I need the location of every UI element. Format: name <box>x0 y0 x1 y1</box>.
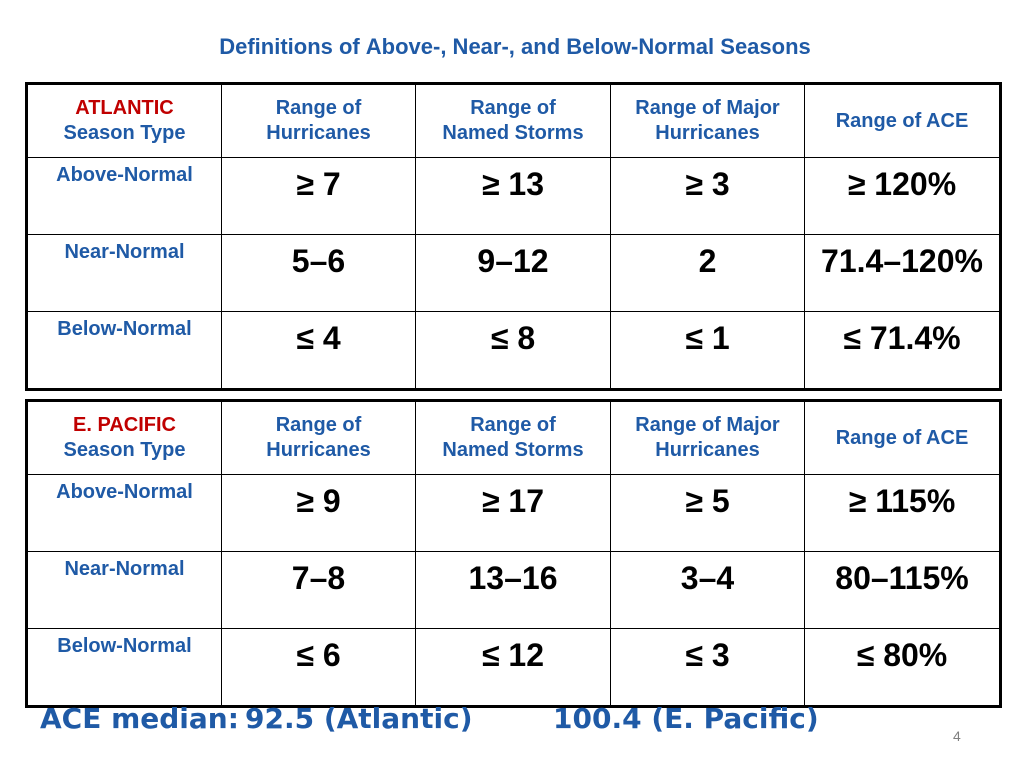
value-cell: 71.4–120% <box>804 234 1001 312</box>
named-storms-header: Range of Named Storms <box>415 400 611 475</box>
hurricanes-header: Range of Hurricanes <box>221 400 416 475</box>
table-header-row: ATLANTIC Season Type Range of Hurricanes … <box>26 83 1001 158</box>
value-cell: ≤ 3 <box>610 628 805 707</box>
value-cell: ≤ 71.4% <box>804 311 1001 390</box>
table-header-row: E. PACIFIC Season Type Range of Hurricane… <box>26 400 1001 475</box>
named-storms-header: Range of Named Storms <box>415 83 611 158</box>
season-type-cell: Above-Normal <box>26 474 222 552</box>
value-cell: 9–12 <box>415 234 611 312</box>
value-cell: ≤ 8 <box>415 311 611 390</box>
value-cell: 2 <box>610 234 805 312</box>
hurricanes-header: Range of Hurricanes <box>221 83 416 158</box>
season-type-header: E. PACIFIC Season Type <box>26 400 222 475</box>
value-cell: ≥ 5 <box>610 474 805 552</box>
slide-title: Definitions of Above-, Near-, and Below-N… <box>0 34 1024 60</box>
title-part2: Above-, Near-, and Below-Normal Seasons <box>365 34 811 59</box>
table-row: Below-Normal ≤ 4 ≤ 8 ≤ 1 ≤ 71.4% <box>26 311 1001 390</box>
value-cell: 7–8 <box>221 551 416 629</box>
season-type-cell: Near-Normal <box>26 234 222 312</box>
value-cell: 5–6 <box>221 234 416 312</box>
season-type-cell: Below-Normal <box>26 628 222 707</box>
season-type-header: ATLANTIC Season Type <box>26 83 222 158</box>
table-row: Near-Normal 5–6 9–12 2 71.4–120% <box>26 234 1001 312</box>
value-cell: ≤ 6 <box>221 628 416 707</box>
season-type-label: Season Type <box>63 122 186 144</box>
value-cell: ≥ 17 <box>415 474 611 552</box>
season-type-label: Season Type <box>63 439 186 461</box>
region-label: E. PACIFIC <box>73 414 176 436</box>
table-row: Near-Normal 7–8 13–16 3–4 80–115% <box>26 551 1001 629</box>
value-cell: ≥ 9 <box>221 474 416 552</box>
value-cell: ≤ 4 <box>221 311 416 390</box>
table-row: Above-Normal ≥ 9 ≥ 17 ≥ 5 ≥ 115% <box>26 474 1001 552</box>
value-cell: ≤ 1 <box>610 311 805 390</box>
value-cell: ≥ 120% <box>804 157 1001 235</box>
season-type-cell: Below-Normal <box>26 311 222 390</box>
value-cell: ≤ 80% <box>804 628 1001 707</box>
table-row: Below-Normal ≤ 6 ≤ 12 ≤ 3 ≤ 80% <box>26 628 1001 707</box>
atlantic-definitions-table: ATLANTIC Season Type Range of Hurricanes … <box>25 82 1002 391</box>
value-cell: ≥ 13 <box>415 157 611 235</box>
ace-median-label: ACE median: <box>40 702 239 735</box>
major-hurricanes-header: Range of Major Hurricanes <box>610 400 805 475</box>
page-number: 4 <box>953 728 961 744</box>
season-type-cell: Near-Normal <box>26 551 222 629</box>
ace-median-atlantic: 92.5 (Atlantic) <box>245 702 473 735</box>
ace-header: Range of ACE <box>804 400 1001 475</box>
title-part1: Definitions of <box>219 34 360 59</box>
region-label: ATLANTIC <box>75 97 174 119</box>
value-cell: 13–16 <box>415 551 611 629</box>
ace-header: Range of ACE <box>804 83 1001 158</box>
value-cell: 3–4 <box>610 551 805 629</box>
value-cell: ≤ 12 <box>415 628 611 707</box>
value-cell: ≥ 115% <box>804 474 1001 552</box>
value-cell: ≥ 7 <box>221 157 416 235</box>
value-cell: ≥ 3 <box>610 157 805 235</box>
table-row: Above-Normal ≥ 7 ≥ 13 ≥ 3 ≥ 120% <box>26 157 1001 235</box>
major-hurricanes-header: Range of Major Hurricanes <box>610 83 805 158</box>
value-cell: 80–115% <box>804 551 1001 629</box>
ace-median-pacific: 100.4 (E. Pacific) <box>553 702 819 735</box>
pacific-definitions-table: E. PACIFIC Season Type Range of Hurricane… <box>25 399 1002 708</box>
season-type-cell: Above-Normal <box>26 157 222 235</box>
